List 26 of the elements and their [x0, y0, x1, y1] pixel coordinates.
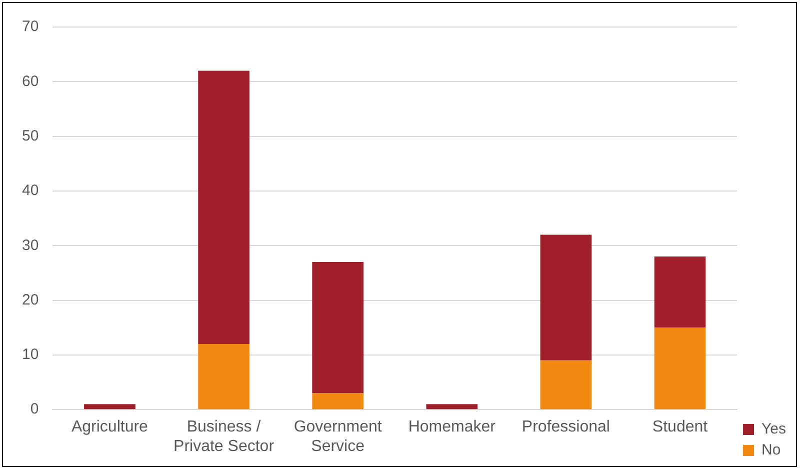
bar	[312, 262, 364, 394]
bar	[198, 344, 250, 410]
x-tick-label: Homemaker	[408, 418, 496, 436]
x-tick-label: Professional	[522, 418, 610, 436]
y-tick-label: 60	[22, 72, 39, 90]
bar	[540, 360, 592, 410]
x-tick-label: Agriculture	[71, 418, 148, 436]
bar	[84, 404, 136, 410]
bar	[654, 256, 706, 328]
y-tick-label: 40	[22, 182, 39, 200]
bar	[540, 234, 592, 360]
legend-label: Yes	[762, 420, 786, 438]
y-tick-label: 30	[22, 236, 39, 254]
x-tick-label: Government Service	[294, 418, 382, 455]
x-tick-label: Business / Private Sector	[174, 418, 275, 455]
y-tick-label: 20	[22, 291, 39, 308]
bar	[312, 393, 364, 410]
legend-label: No	[762, 442, 781, 459]
y-tick-label: 50	[22, 127, 39, 144]
x-tick-label: Student	[652, 418, 708, 436]
bar	[654, 328, 706, 410]
bar	[426, 404, 478, 410]
y-tick-label: 10	[22, 346, 39, 364]
y-tick-label: 70	[22, 18, 39, 36]
bar	[198, 70, 250, 344]
y-tick-label: 0	[30, 400, 39, 418]
